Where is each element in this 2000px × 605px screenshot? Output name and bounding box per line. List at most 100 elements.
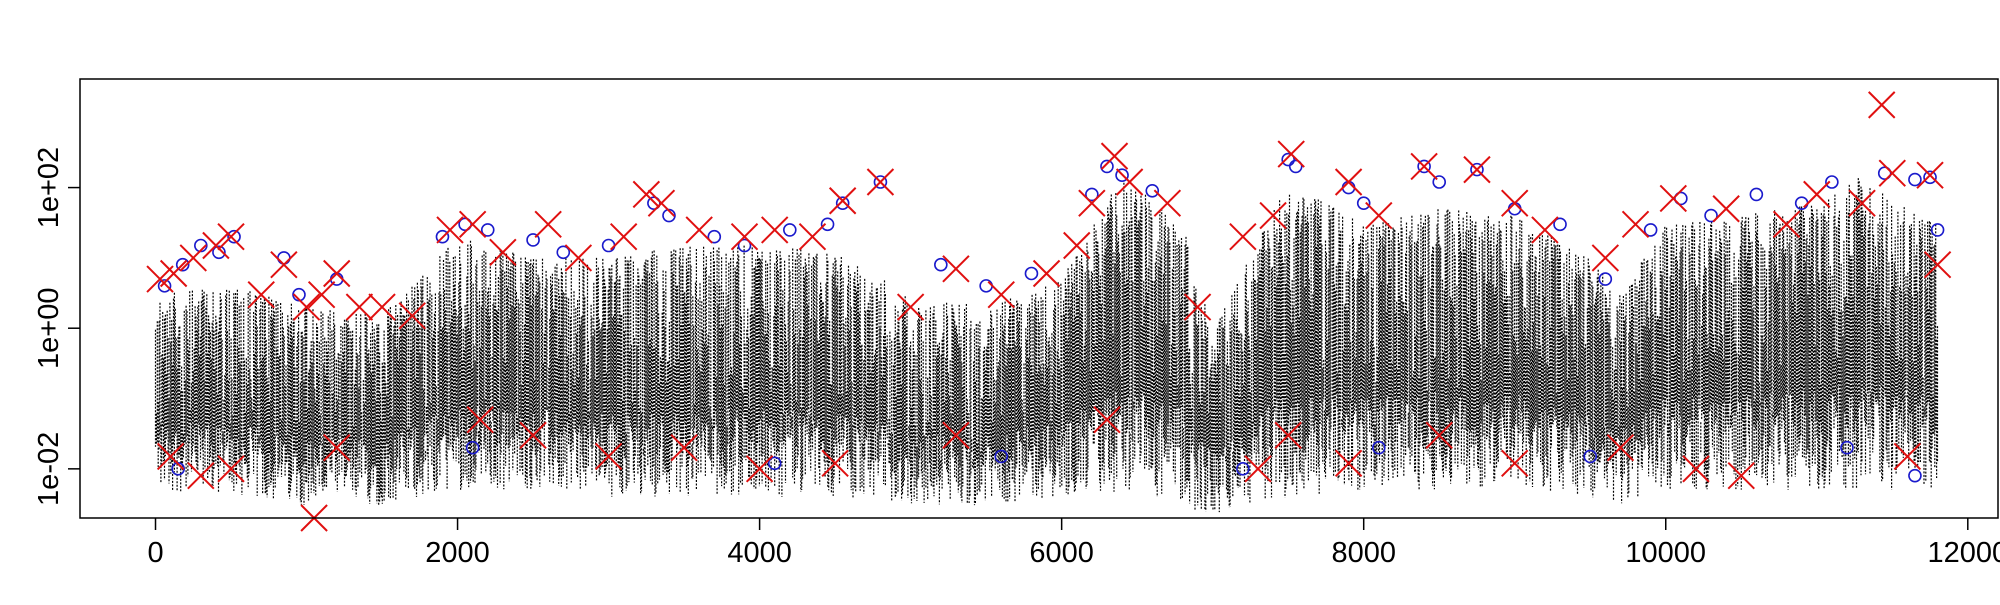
cross-point (1277, 140, 1305, 168)
cross-point (647, 189, 676, 217)
x-tick-label: 2000 (425, 537, 490, 569)
cross-point (1093, 405, 1121, 434)
cross-point (1531, 216, 1559, 244)
circle-point (175, 257, 190, 272)
cross-point (1878, 159, 1906, 187)
cross-point (398, 302, 426, 330)
plot-border (79, 78, 1999, 519)
circle-point (1100, 159, 1114, 174)
cross-point (821, 449, 849, 477)
cross-point (1153, 189, 1182, 217)
cross-point (632, 180, 661, 209)
cross-point (594, 442, 623, 471)
circle-point (1598, 272, 1613, 286)
cross-point (159, 259, 188, 288)
cross-point (534, 210, 562, 239)
circle-point (1840, 440, 1854, 455)
cross-point (146, 265, 174, 293)
circle-point (1825, 175, 1839, 189)
x-tick-label: 10000 (1625, 537, 1706, 569)
y-axis: 1e-02 1e+00 1e+02 (33, 147, 80, 506)
cross-point (670, 433, 698, 462)
cross-point (179, 244, 207, 272)
circle-point (707, 229, 722, 244)
circle-point (783, 223, 797, 237)
cross-point (156, 442, 185, 471)
cross-point (1425, 421, 1453, 450)
cross-point (1803, 180, 1831, 209)
cross-point (1727, 461, 1755, 490)
cross-series (146, 91, 1952, 532)
y-tick-label: 1e-02 (33, 432, 65, 506)
cross-point (292, 293, 321, 321)
cross-point (1259, 201, 1287, 230)
circle-point (1877, 166, 1892, 181)
cross-point (730, 223, 759, 251)
cross-point (685, 216, 713, 244)
circle-point (601, 238, 616, 253)
cross-point (828, 187, 857, 215)
cross-point (307, 280, 336, 309)
cross-point (1334, 168, 1363, 196)
dotted-series (154, 178, 1939, 513)
circle-point (212, 245, 226, 260)
cross-point (1916, 161, 1944, 189)
circle-point (979, 279, 993, 293)
circle-point (1432, 175, 1447, 189)
circle-point (737, 238, 752, 253)
cross-point (1848, 189, 1876, 217)
cross-point (247, 280, 275, 309)
cross-point (1365, 201, 1393, 230)
cross-point (323, 259, 351, 288)
cross-point (745, 455, 774, 483)
cross-point (987, 280, 1015, 309)
circle-point (1417, 159, 1431, 174)
circle-point (1583, 449, 1598, 464)
x-tick-label: 0 (147, 537, 163, 569)
circle-point (1356, 196, 1371, 210)
cross-point (458, 210, 487, 239)
cross-point (489, 238, 517, 267)
cross-point (1591, 244, 1620, 272)
cross-point (1229, 223, 1257, 251)
dotted-lines (154, 178, 1939, 513)
cross-point (1244, 455, 1272, 483)
y-tick-label: 1e+00 (33, 287, 65, 368)
cross-point (1032, 259, 1061, 288)
circle-point (820, 217, 835, 232)
cross-point (270, 251, 298, 279)
y-tick-label: 1e+02 (33, 147, 65, 228)
cross-point (942, 255, 970, 283)
circle-point (1288, 159, 1303, 174)
circle-point (1085, 187, 1099, 202)
circle-point (435, 229, 450, 244)
cross-point (1606, 433, 1635, 462)
cross-point (323, 433, 351, 462)
cross-point (519, 421, 547, 450)
x-tick-label: 4000 (727, 537, 792, 569)
cross-point (1712, 195, 1740, 223)
cross-point (896, 293, 925, 321)
circle-point (465, 440, 480, 455)
cross-point (1334, 449, 1363, 477)
cross-point (436, 216, 464, 244)
circle-point (1930, 223, 1945, 237)
cross-point (1868, 91, 1896, 119)
cross-point (187, 461, 215, 490)
circle-point (480, 223, 495, 237)
cross-point (1183, 293, 1212, 321)
cross-point (1063, 231, 1091, 260)
cross-point (1410, 152, 1438, 181)
circle-point (1470, 162, 1484, 177)
circle-point (1024, 266, 1039, 281)
circle-point (1704, 208, 1718, 223)
circle-point (1749, 187, 1764, 202)
circle-point (994, 449, 1009, 464)
circle-point (157, 279, 172, 293)
circle-point (1643, 223, 1658, 237)
cross-point (609, 223, 638, 251)
cross-point (1501, 449, 1529, 477)
cross-point (866, 168, 895, 196)
cross-point (798, 223, 827, 251)
circle-point (1281, 152, 1295, 167)
